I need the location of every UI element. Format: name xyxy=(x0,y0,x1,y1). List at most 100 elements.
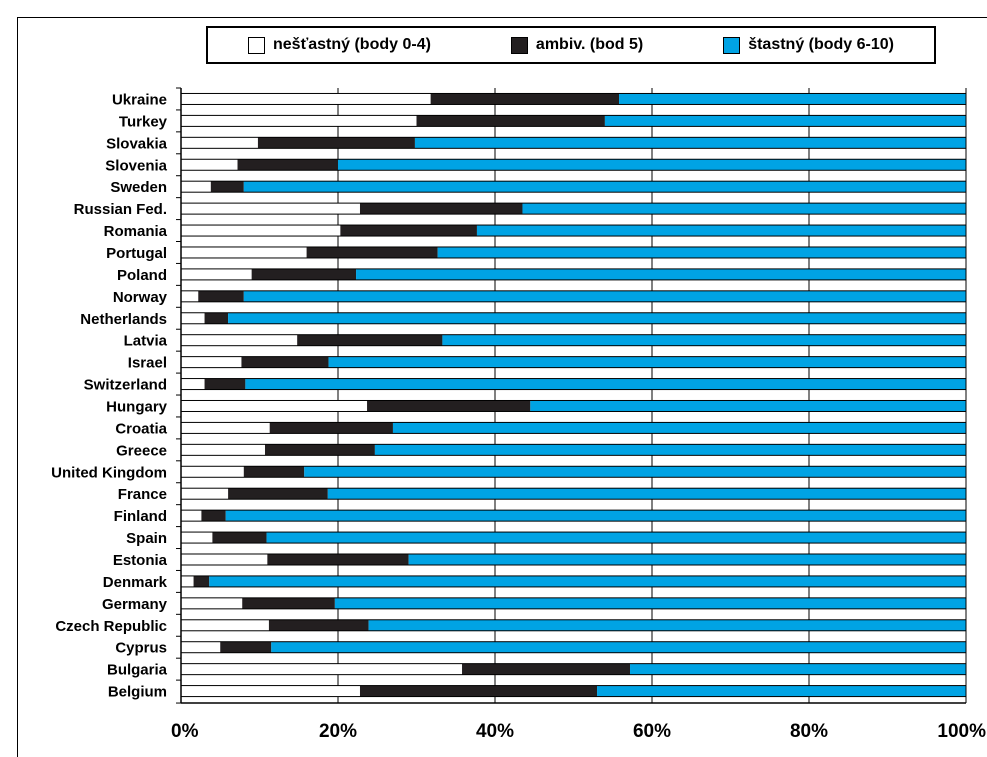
bar-segment xyxy=(462,663,631,675)
bar-segment xyxy=(181,290,199,302)
category-label: Germany xyxy=(102,596,168,613)
bar-segment xyxy=(264,444,375,456)
x-tick-label: 80% xyxy=(790,721,828,742)
bar-segment xyxy=(338,159,966,171)
bar-segment xyxy=(181,334,298,346)
category-label: Norway xyxy=(113,289,168,306)
bar-segment xyxy=(414,137,966,149)
category-label: Sweden xyxy=(110,179,167,196)
bar-segment xyxy=(243,466,305,478)
category-label: Cyprus xyxy=(115,640,167,657)
bar-segment xyxy=(212,532,267,544)
bar-segment xyxy=(356,268,966,280)
bar-segment xyxy=(228,312,967,324)
bar-segment xyxy=(243,290,967,302)
category-label: Denmark xyxy=(103,574,168,591)
legend-swatch-unhappy xyxy=(248,36,265,54)
category-label: Portugal xyxy=(106,245,167,262)
bar-segment xyxy=(597,685,966,697)
bar-segment xyxy=(242,597,335,609)
category-label: United Kingdom xyxy=(51,464,167,481)
bar-segment xyxy=(181,93,431,105)
bar-segment xyxy=(237,159,338,171)
category-label: Hungary xyxy=(106,398,168,415)
bar-segment xyxy=(604,115,966,127)
legend-item-happy: štastný (body 6-10) xyxy=(723,36,894,54)
bar-segment xyxy=(181,203,360,215)
bar-segment xyxy=(209,575,966,587)
bar-segment xyxy=(340,225,477,237)
category-label: Greece xyxy=(116,442,167,459)
bar-segment xyxy=(204,312,229,324)
bar-segment xyxy=(334,597,966,609)
category-label: Netherlands xyxy=(80,311,167,328)
bar-segment xyxy=(181,510,202,522)
bar-segment xyxy=(257,137,415,149)
bar-segment xyxy=(327,488,966,500)
bar-segment xyxy=(630,663,966,675)
bar-segment xyxy=(392,422,966,434)
bar-segment xyxy=(268,619,369,631)
category-label: Russian Fed. xyxy=(74,201,167,218)
bar-segment xyxy=(437,246,966,258)
bar-segment xyxy=(181,181,211,193)
x-tick-label: 100% xyxy=(937,721,986,742)
x-tick-label: 20% xyxy=(319,721,357,742)
category-label: Croatia xyxy=(115,420,167,437)
bar-segment xyxy=(368,619,966,631)
bar-segment xyxy=(304,466,966,478)
category-label: Bulgaria xyxy=(107,662,168,679)
category-label: Czech Republic xyxy=(55,618,167,635)
bar-segment xyxy=(267,553,409,565)
bar-segment xyxy=(530,400,966,412)
bar-segment xyxy=(181,619,269,631)
bar-segment xyxy=(269,422,393,434)
bar-segment xyxy=(220,641,272,653)
category-label: Turkey xyxy=(119,113,168,130)
bar-segment xyxy=(181,268,252,280)
bar-segment xyxy=(181,641,221,653)
legend: nešťastný (body 0-4) ambiv. (bod 5) štas… xyxy=(206,26,936,64)
bar-segment xyxy=(198,290,244,302)
bar-segment xyxy=(359,685,598,697)
legend-label-happy: štastný (body 6-10) xyxy=(748,36,894,53)
category-label: Finland xyxy=(114,508,167,525)
bar-segment xyxy=(416,115,605,127)
category-label: Romania xyxy=(104,223,168,240)
bar-segment xyxy=(181,115,417,127)
bar-segment xyxy=(181,400,368,412)
legend-label-ambivalent: ambiv. (bod 5) xyxy=(535,36,644,53)
category-label: Belgium xyxy=(108,684,167,701)
category-label: Poland xyxy=(117,267,167,284)
x-tick-label: 60% xyxy=(633,721,671,742)
bar-segment xyxy=(522,203,966,215)
bar-segment xyxy=(430,93,620,105)
legend-swatch-happy xyxy=(723,36,741,54)
bar-segment xyxy=(359,203,523,215)
bar-segment xyxy=(367,400,531,412)
bar-segment xyxy=(241,356,329,368)
x-tick-label: 0% xyxy=(171,721,199,742)
bar-segment xyxy=(245,378,966,390)
bar-segment xyxy=(181,532,213,544)
bar-segment xyxy=(271,641,966,653)
category-label: France xyxy=(118,486,167,503)
legend-label-unhappy: nešťastný (body 0-4) xyxy=(273,36,431,53)
bar-segment xyxy=(210,181,244,193)
category-label: Estonia xyxy=(113,552,168,569)
bar-segment xyxy=(306,246,438,258)
bar-segment xyxy=(181,575,194,587)
bar-segment xyxy=(408,553,966,565)
bar-segment xyxy=(181,356,242,368)
bar-segment xyxy=(181,663,463,675)
bar-segment xyxy=(181,597,243,609)
bar-segment xyxy=(442,334,966,346)
bar-segment xyxy=(181,685,360,697)
bar-segment xyxy=(181,159,238,171)
bar-segment xyxy=(328,356,967,368)
bar-segment xyxy=(181,422,270,434)
bar-segment xyxy=(193,575,210,587)
bar-segment xyxy=(297,334,443,346)
bar-segment xyxy=(201,510,226,522)
